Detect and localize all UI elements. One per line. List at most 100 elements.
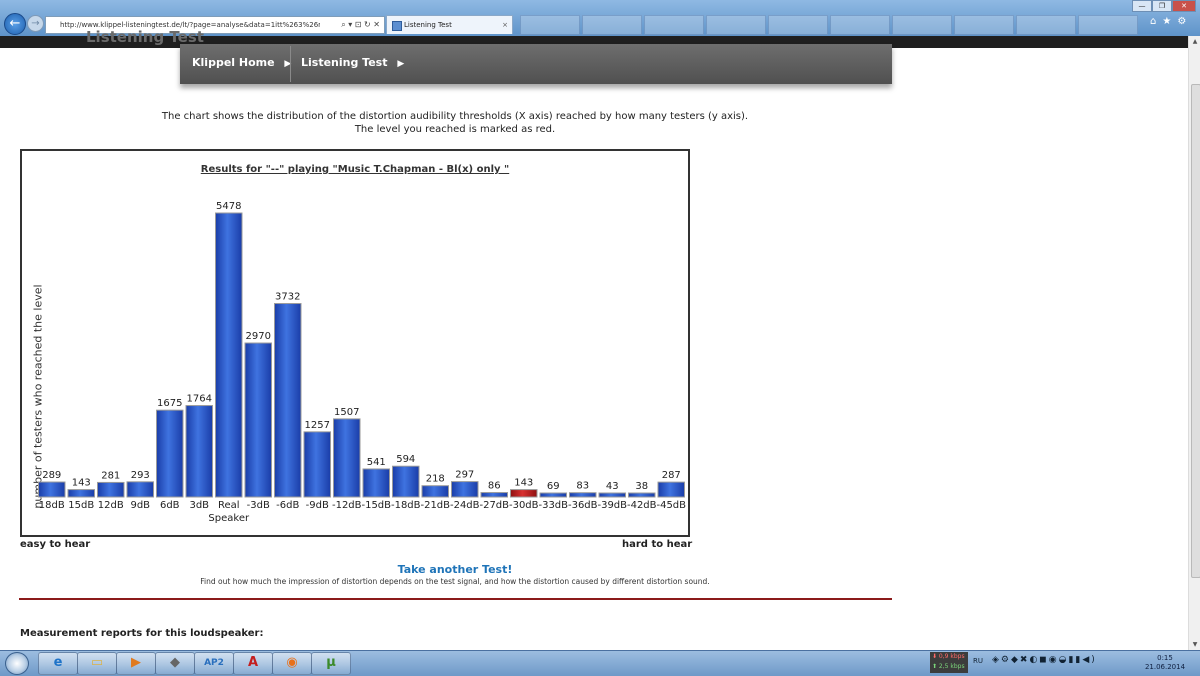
bar-value-label: 289 xyxy=(42,470,61,481)
taskbar-firefox-button[interactable]: ◉ xyxy=(272,652,312,675)
tab-listening-test[interactable]: Listening Test × xyxy=(386,15,513,34)
nav-klippel-home[interactable]: Klippel Home ▶ xyxy=(192,44,291,84)
tab-title: Listening Test xyxy=(404,21,452,29)
net-down-rate: ⬇ 0,9 kbps xyxy=(932,653,965,660)
background-tab[interactable] xyxy=(1078,15,1138,35)
background-tab[interactable] xyxy=(768,15,828,35)
chart-description: The chart shows the distribution of the … xyxy=(100,110,810,136)
bar-value-label: 143 xyxy=(514,478,533,489)
main-nav: Klippel Home ▶ Listening Test ▶ xyxy=(180,44,892,84)
bar-value-label: 69 xyxy=(547,481,560,492)
network-meter: ⬇ 0,9 kbps ⬆ 2,5 kbps xyxy=(930,652,968,673)
x-tick-label: 15dB xyxy=(68,500,94,511)
x-tick-label: -21dB xyxy=(420,500,450,511)
x-tick-label: -18dB xyxy=(391,500,421,511)
background-tab[interactable] xyxy=(1016,15,1076,35)
section-divider xyxy=(19,598,892,600)
tab-close-icon[interactable]: × xyxy=(502,21,508,29)
address-bar[interactable]: http://www.klippel-listeningtest.de/lt/?… xyxy=(45,16,385,34)
x-tick-label: 3dB xyxy=(189,500,209,511)
taskbar-explorer-button[interactable]: ▭ xyxy=(77,652,117,675)
background-tab[interactable] xyxy=(892,15,952,35)
x-tick-label: -15dB xyxy=(361,500,391,511)
x-tick-label: 6dB xyxy=(160,500,180,511)
system-tray-icons[interactable]: ◈⚙◆✖◐◼◉◒▮▮◀) xyxy=(992,655,1097,665)
background-tab[interactable] xyxy=(706,15,766,35)
measurement-heading: Measurement reports for this loudspeaker… xyxy=(20,628,264,639)
background-tab[interactable] xyxy=(644,15,704,35)
bar-value-label: 2970 xyxy=(246,331,271,342)
nav-arrow-icon: ▶ xyxy=(397,59,405,69)
bar xyxy=(67,489,95,498)
vertical-scrollbar[interactable]: ▲ ▼ xyxy=(1188,36,1200,650)
find-out-text: Find out how much the impression of dist… xyxy=(200,577,710,586)
bar xyxy=(215,212,243,498)
close-window-button[interactable]: ✕ xyxy=(1172,0,1196,12)
x-tick-label: -24dB xyxy=(450,500,480,511)
bar-value-label: 3732 xyxy=(275,292,300,303)
forward-button[interactable]: → xyxy=(27,15,44,32)
back-button[interactable]: ← xyxy=(4,13,26,35)
maximize-button[interactable]: ❐ xyxy=(1152,0,1172,12)
bar-value-label: 281 xyxy=(101,470,120,481)
bar xyxy=(392,465,420,498)
taskbar-ie-button[interactable]: e xyxy=(38,652,78,675)
scroll-down-icon[interactable]: ▼ xyxy=(1192,641,1198,648)
take-another-test-link[interactable]: Take another Test! xyxy=(397,563,513,576)
toolbar-icons[interactable]: ⌂★⚙ xyxy=(1150,16,1193,27)
bar xyxy=(38,481,66,498)
results-chart: Results for "--" playing "Music T.Chapma… xyxy=(20,149,690,537)
x-tick-label: -39dB xyxy=(597,500,627,511)
minimize-button[interactable]: — xyxy=(1132,0,1152,12)
taskbar-pdf-button[interactable]: A xyxy=(233,652,273,675)
bar xyxy=(97,481,125,498)
x-tick-label: 12dB xyxy=(98,500,124,511)
scrollbar-thumb[interactable] xyxy=(1191,84,1200,578)
ap2-icon: AP2 xyxy=(204,658,224,668)
bar xyxy=(539,492,567,498)
clock[interactable]: 0:15 21.06.2014 xyxy=(1140,654,1190,672)
bar-value-label: 38 xyxy=(635,481,648,492)
bar-value-label: 293 xyxy=(131,470,150,481)
start-button[interactable] xyxy=(5,652,29,675)
site-header-title: Listening Test xyxy=(86,28,204,46)
background-tab[interactable] xyxy=(954,15,1014,35)
language-indicator[interactable]: RU xyxy=(973,657,983,665)
bar xyxy=(628,492,656,498)
taskbar-app-cat-button[interactable]: ◆ xyxy=(155,652,195,675)
background-tab[interactable] xyxy=(582,15,642,35)
nav-listening-test[interactable]: Listening Test ▶ xyxy=(301,44,404,84)
x-tick-label: -12dB xyxy=(332,500,362,511)
scroll-up-icon[interactable]: ▲ xyxy=(1192,38,1198,45)
bar xyxy=(126,481,154,498)
x-tick-label: -45dB xyxy=(656,500,686,511)
x-tick-label: 9dB xyxy=(130,500,150,511)
taskbar-utorrent-button[interactable]: µ xyxy=(311,652,351,675)
net-up-rate: ⬆ 2,5 kbps xyxy=(932,663,965,670)
ie-icon: e xyxy=(53,655,63,670)
address-controls-icons[interactable]: ⌕ ▾ ⊡ ↻ ✕ xyxy=(341,20,380,29)
bar-value-label: 5478 xyxy=(216,201,241,212)
background-tab[interactable] xyxy=(520,15,580,35)
bar xyxy=(598,492,626,498)
bar-value-label: 594 xyxy=(396,454,415,465)
x-tick-label: Speaker xyxy=(208,513,250,524)
bar-value-label: 43 xyxy=(606,481,619,492)
taskbar-media-button[interactable]: ▶ xyxy=(116,652,156,675)
background-tab[interactable] xyxy=(830,15,890,35)
explorer-icon: ▭ xyxy=(90,655,104,670)
forward-arrow-icon: → xyxy=(31,18,40,29)
bar-value-label: 1507 xyxy=(334,407,359,418)
bar-value-label: 287 xyxy=(662,470,681,481)
nav-label: Klippel Home xyxy=(192,56,275,69)
bar-value-label: 83 xyxy=(576,481,589,492)
media-icon: ▶ xyxy=(131,655,141,670)
bar xyxy=(362,468,390,498)
bar-value-label: 218 xyxy=(426,474,445,485)
bar xyxy=(274,303,302,498)
nav-label: Listening Test xyxy=(301,56,388,69)
x-tick-label: -9dB xyxy=(306,500,329,511)
nav-arrow-icon: ▶ xyxy=(284,59,292,69)
taskbar-ap2-button[interactable]: AP2 xyxy=(194,652,234,675)
bar-value-label: 541 xyxy=(367,457,386,468)
